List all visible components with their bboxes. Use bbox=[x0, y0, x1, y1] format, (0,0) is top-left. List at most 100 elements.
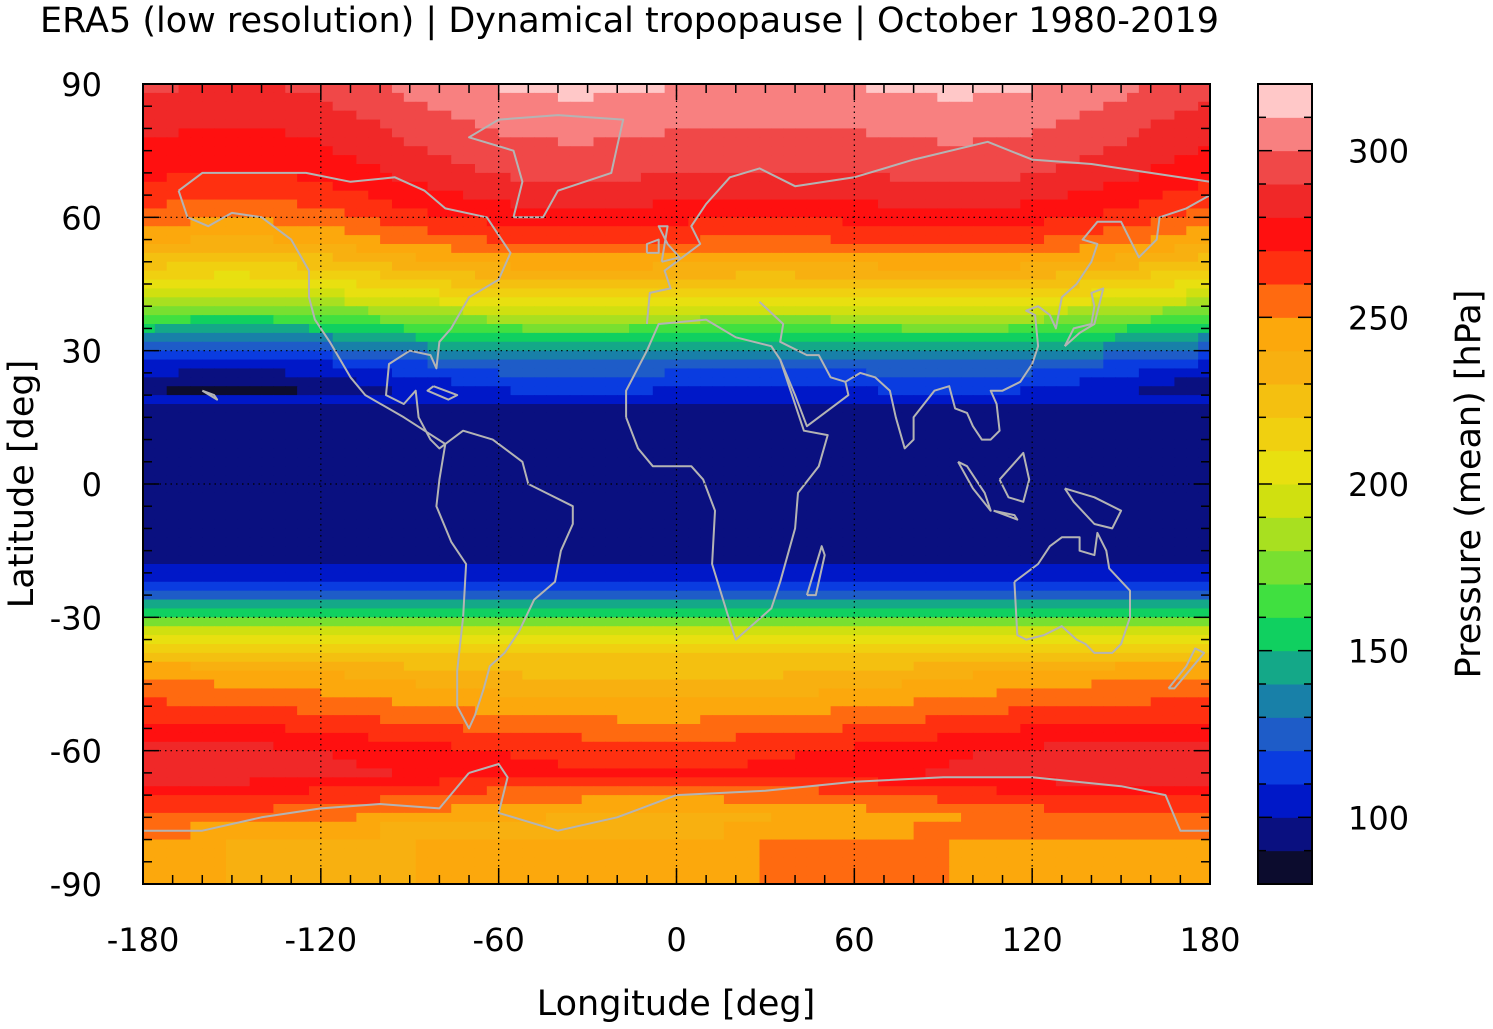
heatmap-cell bbox=[1091, 555, 1104, 565]
heatmap-cell bbox=[783, 519, 796, 530]
heatmap-cell bbox=[1138, 332, 1152, 343]
heatmap-cell bbox=[854, 172, 867, 183]
heatmap-cell bbox=[1162, 119, 1176, 130]
heatmap-cell bbox=[1186, 217, 1199, 227]
heatmap-cell bbox=[415, 252, 429, 263]
heatmap-cell bbox=[1032, 528, 1045, 538]
heatmap-cell bbox=[913, 395, 927, 405]
heatmap-cell bbox=[178, 252, 192, 263]
heatmap-cell bbox=[1067, 279, 1081, 290]
heatmap-cell bbox=[806, 101, 820, 112]
heatmap-cell bbox=[463, 528, 476, 538]
heatmap-cell bbox=[439, 404, 452, 414]
heatmap-cell bbox=[368, 92, 381, 103]
heatmap-cell bbox=[723, 377, 737, 387]
heatmap-cell bbox=[984, 119, 998, 130]
heatmap-cell bbox=[166, 155, 180, 165]
heatmap-cell bbox=[972, 377, 986, 387]
heatmap-cell bbox=[972, 252, 986, 263]
heatmap-cell bbox=[1162, 164, 1176, 174]
heatmap-cell bbox=[166, 217, 180, 227]
heatmap-cell bbox=[783, 528, 796, 538]
heatmap-cell bbox=[771, 101, 784, 112]
heatmap-cell bbox=[937, 199, 950, 210]
heatmap-cell bbox=[546, 528, 559, 538]
heatmap-cell bbox=[593, 119, 606, 130]
heatmap-cell bbox=[166, 208, 180, 218]
heatmap-cell bbox=[474, 270, 488, 281]
heatmap-cell bbox=[676, 492, 689, 503]
heatmap-cell bbox=[1067, 226, 1081, 236]
heatmap-cell bbox=[522, 110, 535, 121]
heatmap-cell bbox=[332, 510, 346, 521]
heatmap-cell bbox=[273, 492, 286, 503]
heatmap-cell bbox=[629, 137, 642, 147]
heatmap-cell bbox=[308, 359, 322, 370]
heatmap-cell bbox=[249, 252, 263, 263]
heatmap-cell bbox=[557, 155, 571, 165]
heatmap-cell bbox=[783, 555, 796, 565]
heatmap-cell bbox=[534, 395, 547, 405]
heatmap-cell bbox=[451, 386, 464, 396]
heatmap-cell bbox=[190, 528, 203, 538]
heatmap-cell bbox=[569, 519, 583, 530]
heatmap-cell bbox=[629, 315, 642, 325]
heatmap-cell bbox=[320, 84, 334, 94]
heatmap-cell bbox=[1115, 172, 1128, 183]
heatmap-cell bbox=[474, 324, 488, 334]
heatmap-cell bbox=[166, 421, 180, 432]
heatmap-cell bbox=[427, 288, 440, 298]
heatmap-cell bbox=[285, 466, 298, 476]
heatmap-cell bbox=[356, 439, 369, 450]
heatmap-cell bbox=[996, 244, 1010, 254]
heatmap-cell bbox=[214, 421, 227, 432]
heatmap-cell bbox=[996, 315, 1010, 325]
heatmap-cell bbox=[771, 421, 784, 432]
heatmap-cell bbox=[427, 341, 440, 352]
heatmap-cell bbox=[415, 119, 429, 130]
heatmap-cell bbox=[403, 412, 417, 423]
heatmap-cell bbox=[214, 137, 227, 147]
heatmap-cell bbox=[391, 564, 405, 574]
heatmap-cell bbox=[949, 350, 962, 361]
heatmap-cell bbox=[818, 226, 832, 236]
heatmap-cell bbox=[735, 146, 749, 156]
heatmap-cell bbox=[403, 261, 417, 272]
heatmap-cell bbox=[712, 92, 725, 103]
heatmap-cell bbox=[143, 555, 156, 565]
heatmap-cell bbox=[403, 457, 417, 467]
heatmap-cell bbox=[474, 546, 488, 556]
heatmap-cell bbox=[166, 546, 180, 556]
heatmap-cell bbox=[403, 279, 417, 290]
heatmap-cell bbox=[1138, 164, 1152, 174]
heatmap-cell bbox=[1020, 181, 1033, 192]
heatmap-cell bbox=[629, 172, 642, 183]
heatmap-cell bbox=[273, 252, 286, 263]
heatmap-cell bbox=[237, 146, 251, 156]
heatmap-cell bbox=[344, 181, 357, 192]
heatmap-cell bbox=[1138, 421, 1152, 432]
heatmap-cell bbox=[1044, 235, 1057, 245]
heatmap-cell bbox=[1150, 208, 1164, 218]
heatmap-cell bbox=[972, 226, 986, 236]
heatmap-cell bbox=[1198, 377, 1211, 387]
heatmap-cell bbox=[522, 368, 535, 378]
heatmap-cell bbox=[972, 324, 986, 334]
heatmap-cell bbox=[534, 288, 547, 298]
heatmap-cell bbox=[166, 315, 180, 325]
heatmap-cell bbox=[700, 137, 713, 147]
heatmap-cell bbox=[320, 128, 334, 138]
heatmap-cell bbox=[166, 306, 180, 316]
heatmap-cell bbox=[676, 226, 689, 236]
heatmap-cell bbox=[297, 164, 310, 174]
heatmap-cell bbox=[972, 439, 986, 450]
heatmap-cell bbox=[1115, 412, 1128, 423]
heatmap-cell bbox=[676, 164, 689, 174]
heatmap-cell bbox=[652, 359, 666, 370]
heatmap-cell bbox=[712, 155, 725, 165]
heatmap-cell bbox=[830, 235, 844, 245]
heatmap-cell bbox=[154, 404, 168, 414]
heatmap-cell bbox=[486, 484, 500, 494]
heatmap-cell bbox=[723, 315, 737, 325]
heatmap-cell bbox=[629, 475, 642, 485]
